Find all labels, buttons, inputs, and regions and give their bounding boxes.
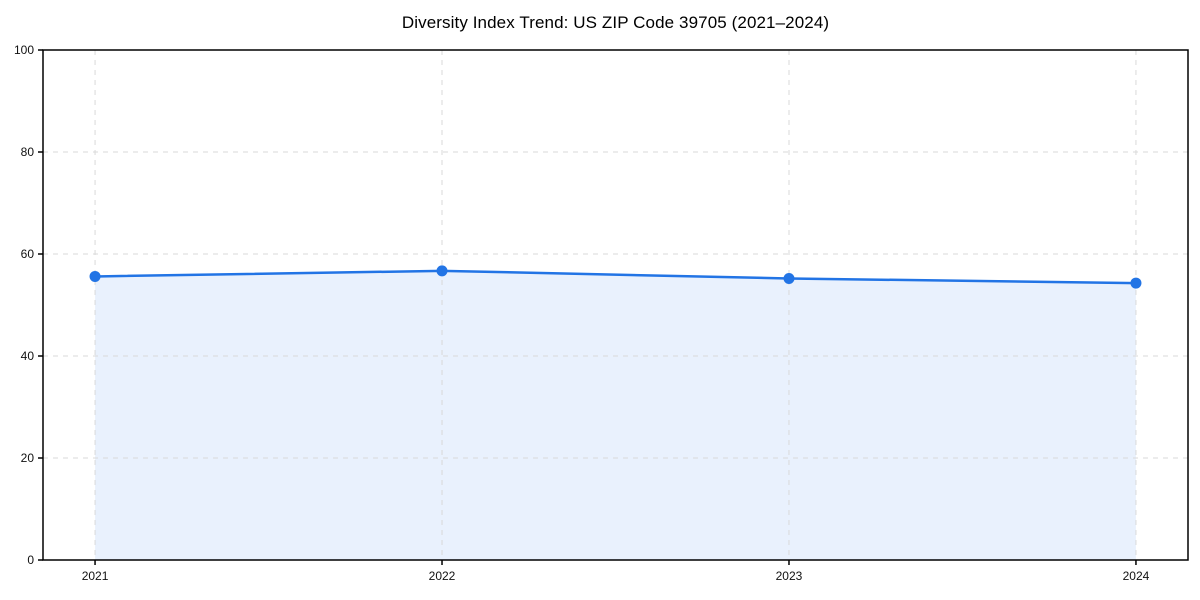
y-tick-label: 20 (21, 451, 35, 465)
data-point (89, 270, 101, 282)
x-tick-label: 2024 (1123, 569, 1150, 583)
x-tick-label: 2021 (82, 569, 109, 583)
plot-box (42, 49, 1189, 561)
data-point (1130, 277, 1142, 289)
chart-title: Diversity Index Trend: US ZIP Code 39705… (401, 13, 830, 32)
x-tick-label: 2023 (776, 569, 803, 583)
y-tick-label: 80 (21, 145, 35, 159)
y-tick-label: 100 (14, 43, 34, 57)
y-tick-label: 60 (21, 247, 35, 261)
area-fill (95, 270, 1136, 560)
y-tick-label: 0 (27, 553, 34, 567)
data-point (783, 272, 795, 284)
x-tick-label: 2022 (429, 569, 456, 583)
y-tick-label: 40 (21, 349, 35, 363)
trend-line (93, 269, 1138, 285)
data-point (436, 265, 448, 277)
